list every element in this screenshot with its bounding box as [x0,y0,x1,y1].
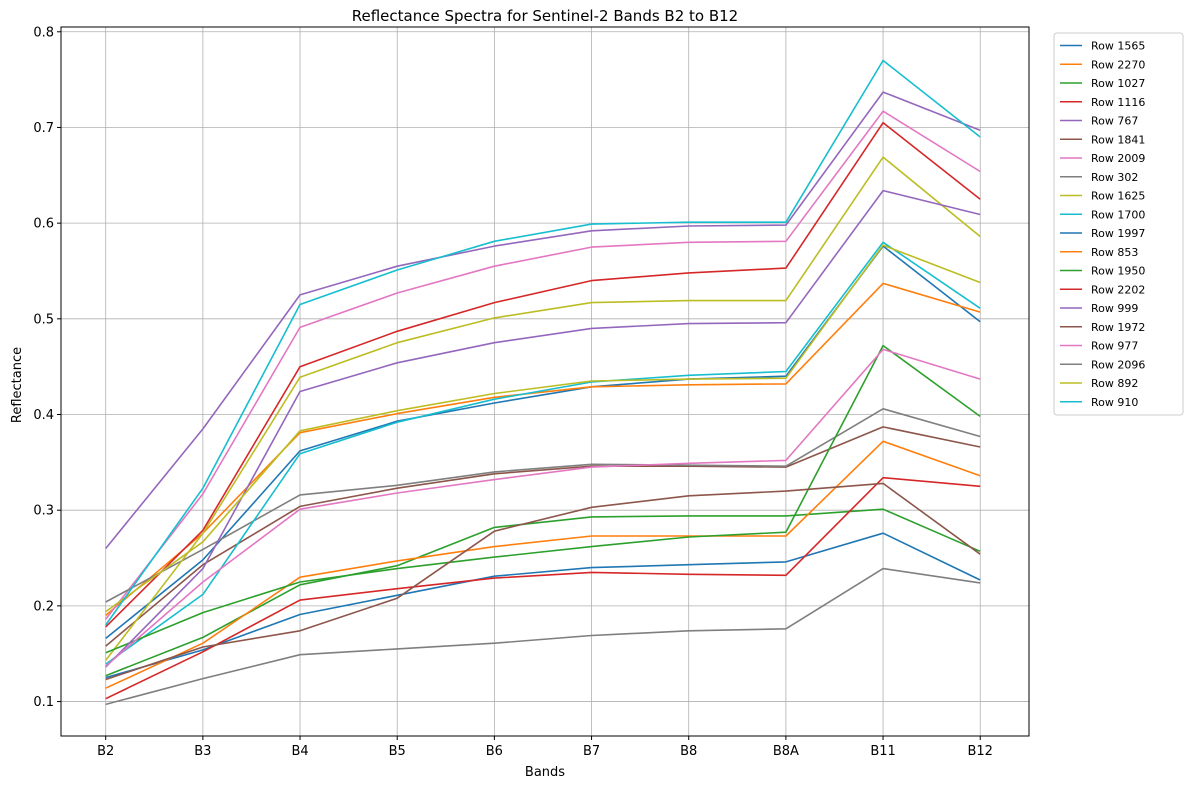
x-tick-label: B4 [291,744,308,759]
x-tick-label: B2 [97,744,114,759]
legend-items: Row 1565 Row 2270 Row 1027 Row 1116 Row 767 R… [1060,40,1145,409]
legend-label: Row 2202 [1091,283,1145,296]
series-line [105,282,981,617]
y-tick-label: 0.2 [33,599,54,614]
y-axis-ticks: 0.1 0.2 0.3 0.4 0.5 0.6 0.7 0.8 [33,25,61,710]
series-line [105,91,981,550]
legend-label: Row 977 [1091,340,1138,353]
x-tick-label: B11 [870,744,895,759]
x-tick-label: B8 [680,744,697,759]
x-tick-label: B6 [486,744,503,759]
plot-frame [60,26,1030,737]
series-line [105,348,981,667]
y-tick-label: 0.8 [33,25,54,40]
plot-area [61,27,1029,736]
legend: Row 1565 Row 2270 Row 1027 Row 1116 Row 767 R… [1053,32,1184,416]
legend-label: Row 1027 [1091,77,1145,90]
x-axis-title: Bands [525,765,565,780]
y-tick-label: 0.5 [33,312,54,327]
series-line [105,476,981,700]
legend-label: Row 892 [1091,377,1138,390]
legend-label: Row 1700 [1091,208,1145,221]
series-line [105,532,981,679]
x-tick-label: B12 [967,744,992,759]
y-tick-label: 0.7 [33,121,54,136]
series-line [105,482,981,681]
y-tick-label: 0.6 [33,217,54,232]
series-line [105,567,981,706]
y-tick-label: 0.3 [33,504,54,519]
legend-label: Row 1972 [1091,321,1145,334]
legend-label: Row 853 [1091,246,1138,259]
legend-label: Row 999 [1091,302,1138,315]
legend-label: Row 302 [1091,171,1138,184]
series-line [105,156,981,661]
x-axis-ticks: B2 B3 B4 B5 B6 B7 B8 B8A B11 B12 [97,736,993,759]
legend-label: Row 1950 [1091,265,1145,278]
y-tick-label: 0.4 [33,408,54,423]
legend-label: Row 2009 [1091,152,1145,165]
series-line [105,121,981,628]
legend-frame [1053,32,1184,416]
legend-label: Row 2270 [1091,58,1145,71]
chart-title: Reflectance Spectra for Sentinel-2 Bands… [352,7,738,25]
legend-label: Row 1116 [1091,96,1145,109]
series-line [105,241,981,665]
legend-label: Row 910 [1091,396,1138,409]
legend-label: Row 1997 [1091,227,1145,240]
x-tick-label: B8A [773,744,799,759]
series-line [105,244,981,613]
x-tick-label: B7 [583,744,600,759]
series-line [105,110,981,620]
legend-label: Row 1841 [1091,133,1145,146]
x-tick-label: B3 [194,744,211,759]
legend-label: Row 1565 [1091,40,1145,53]
y-axis-title: Reflectance [10,347,25,423]
x-tick-label: B5 [389,744,406,759]
legend-label: Row 1625 [1091,190,1145,203]
series-line [105,59,981,626]
series-line [105,426,981,647]
series-lines [105,59,981,706]
series-line [105,440,981,689]
series-line [105,189,981,668]
legend-label: Row 767 [1091,115,1138,128]
series-line [105,344,981,654]
legend-label: Row 2096 [1091,358,1145,371]
y-tick-label: 0.1 [33,695,54,710]
